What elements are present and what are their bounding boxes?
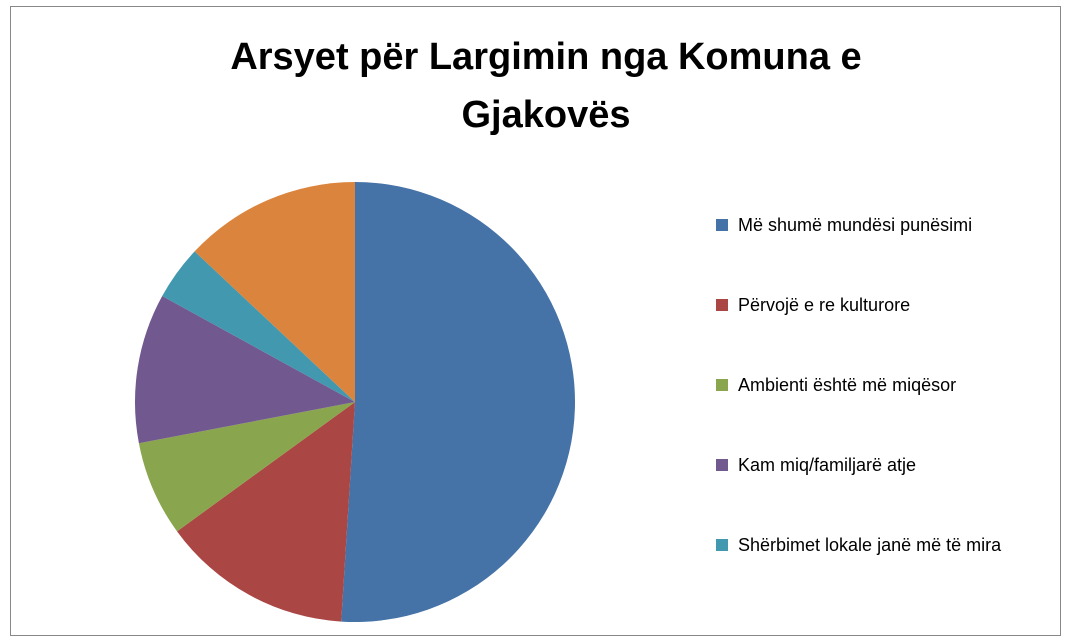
legend-item: Kam miq/familjarë atje: [716, 452, 1046, 532]
legend-swatch: [716, 219, 728, 231]
pie-slice: [135, 296, 355, 444]
pie-slice: [194, 182, 355, 402]
legend-swatch: [716, 539, 728, 551]
legend-label: Më shumë mundësi punësimi: [738, 215, 973, 235]
legend-item: Përvojë e re kulturore: [716, 292, 1046, 372]
pie-slice: [138, 402, 355, 532]
legend-label: Kam miq/familjarë atje: [738, 455, 917, 475]
legend-swatch: [716, 459, 728, 471]
legend: Më shumë mundësi punësimi Përvojë e re ku…: [716, 212, 1046, 612]
pie-slice: [162, 251, 355, 402]
legend-label: Shërbimet lokale janë më të mira: [738, 535, 1002, 555]
pie-slice: [177, 402, 355, 622]
chart-title: Arsyet për Largimin nga Komuna e Gjakovë…: [230, 36, 862, 136]
legend-item: Ambienti është më miqësor: [716, 372, 1046, 452]
legend-label: Përvojë e re kulturore: [738, 295, 911, 315]
pie-slice: [341, 182, 576, 622]
legend-swatch: [716, 299, 728, 311]
legend-swatch: [716, 379, 728, 391]
legend-item: Më shumë mundësi punësimi: [716, 212, 1046, 292]
legend-item: Shërbimet lokale janë më të mira: [716, 532, 1046, 612]
legend-label: Ambienti është më miqësor: [738, 375, 957, 395]
